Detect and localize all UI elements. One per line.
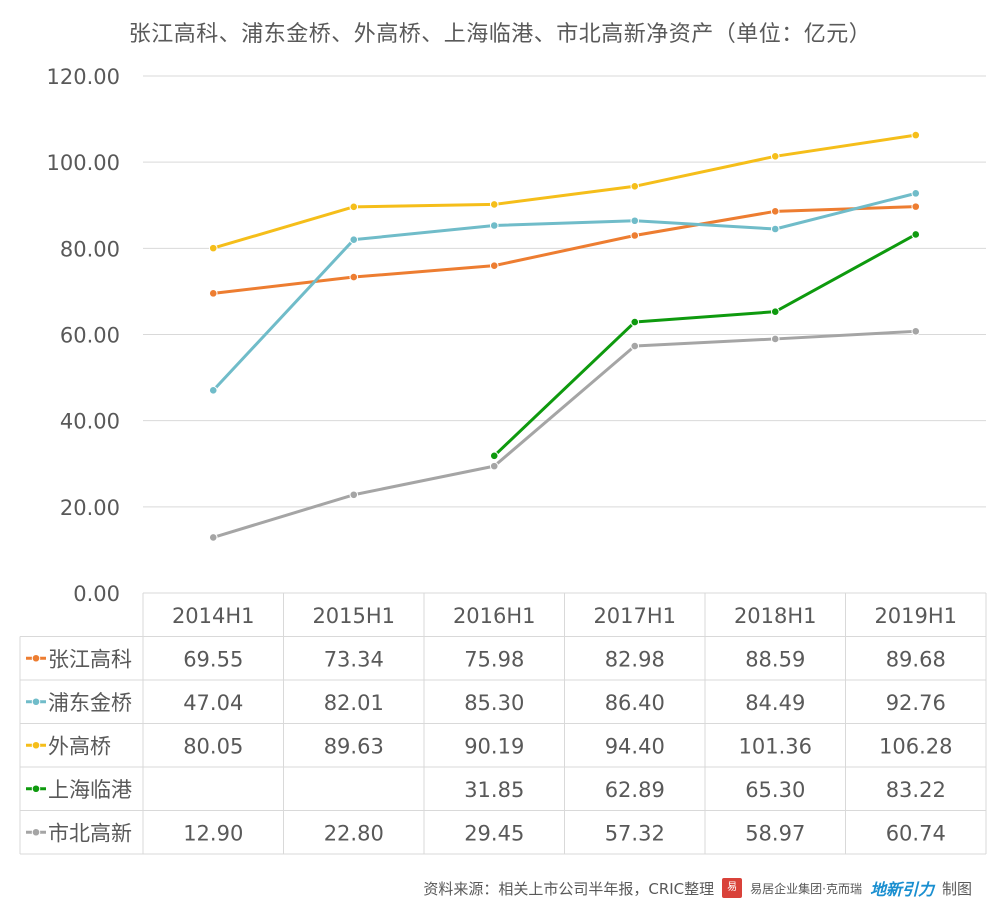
series-line xyxy=(211,329,918,539)
data-point xyxy=(630,341,640,351)
data-point xyxy=(349,490,359,500)
data-point xyxy=(208,243,218,253)
y-tick-label: 100.00 xyxy=(47,151,120,175)
x-tick-label: 2016H1 xyxy=(453,604,536,628)
data-point xyxy=(770,334,780,344)
data-label: 92.76 xyxy=(886,691,946,715)
x-tick-label: 2019H1 xyxy=(874,604,957,628)
x-tick-label: 2018H1 xyxy=(734,604,817,628)
x-tick-label: 2014H1 xyxy=(172,604,255,628)
legend-marker xyxy=(31,653,41,663)
data-label: 65.30 xyxy=(745,778,805,802)
data-point xyxy=(770,207,780,216)
cric-logo-text: 易居企业集团·克而瑞 xyxy=(750,881,862,896)
data-point xyxy=(489,451,499,461)
series-line xyxy=(211,191,918,392)
data-point xyxy=(349,235,359,244)
data-point xyxy=(489,200,499,209)
data-label: 85.30 xyxy=(464,691,524,715)
legend-label: 外高桥 xyxy=(48,734,111,758)
made-by-label: 制图 xyxy=(941,879,972,898)
data-label: 31.85 xyxy=(464,778,524,802)
legend-label: 上海临港 xyxy=(48,778,132,802)
legend-marker xyxy=(31,827,41,837)
data-label: 84.49 xyxy=(745,691,805,715)
series-line xyxy=(492,232,918,458)
data-label: 82.01 xyxy=(324,691,384,715)
data-label: 22.80 xyxy=(324,821,384,845)
data-label: 69.55 xyxy=(183,647,243,671)
data-label: 94.40 xyxy=(605,734,665,758)
legend-marker xyxy=(31,697,41,707)
data-label: 58.97 xyxy=(745,821,805,845)
series-line xyxy=(211,205,918,295)
x-tick-label: 2015H1 xyxy=(312,604,395,628)
data-point xyxy=(770,152,780,161)
data-point xyxy=(630,181,640,191)
cric-logo-icon: 易 xyxy=(722,878,743,898)
data-point xyxy=(911,202,921,211)
y-tick-label: 40.00 xyxy=(60,410,120,434)
data-label: 47.04 xyxy=(183,691,243,715)
data-label: 82.98 xyxy=(605,647,665,671)
data-point xyxy=(911,327,921,336)
legend-marker xyxy=(31,784,41,794)
data-label: 73.34 xyxy=(324,647,384,671)
data-label: 88.59 xyxy=(745,647,805,671)
data-label: 60.74 xyxy=(886,821,946,845)
data-point xyxy=(630,317,640,327)
data-point xyxy=(349,202,359,212)
data-point xyxy=(770,307,780,316)
series-line xyxy=(211,133,918,250)
data-label: 90.19 xyxy=(464,734,524,758)
data-label: 80.05 xyxy=(183,734,243,758)
data-point xyxy=(630,216,640,226)
x-tick-label: 2017H1 xyxy=(593,604,676,628)
chart-title: 张江高科、浦东金桥、外高桥、上海临港、市北高新净资产（单位：亿元） xyxy=(128,22,872,47)
legend-marker xyxy=(31,740,41,750)
footer: 资料来源：相关上市公司半年报，CRIC整理 易 易居企业集团·克而瑞 地新引力 … xyxy=(423,876,972,900)
data-label: 12.90 xyxy=(183,821,243,845)
y-tick-label: 120.00 xyxy=(47,65,120,89)
data-point xyxy=(349,272,359,282)
data-label: 83.22 xyxy=(886,778,946,802)
data-label: 101.36 xyxy=(739,734,812,758)
data-point xyxy=(489,461,499,471)
legend-label: 市北高新 xyxy=(48,821,132,845)
data-point xyxy=(489,221,499,230)
data-point xyxy=(208,386,218,395)
brand-script-logo: 地新引力 xyxy=(869,880,934,899)
y-tick-label: 0.00 xyxy=(73,582,120,606)
data-label: 89.68 xyxy=(886,647,946,671)
data-point xyxy=(489,261,499,270)
y-tick-label: 60.00 xyxy=(60,324,120,348)
data-point xyxy=(911,230,921,239)
data-point xyxy=(911,130,921,140)
legend-label: 张江高科 xyxy=(48,647,132,671)
source-note: 资料来源：相关上市公司半年报，CRIC整理 xyxy=(423,879,715,898)
chart-svg: 0.00 20.00 40.00 60.00 80.00 100.00 120.00 2014… xyxy=(19,65,987,855)
data-label: 75.98 xyxy=(464,647,524,671)
data-point xyxy=(630,231,640,240)
data-label: 57.32 xyxy=(605,821,665,845)
data-point xyxy=(770,224,780,234)
data-label: 86.40 xyxy=(605,691,665,715)
y-tick-label: 20.00 xyxy=(60,496,120,520)
data-point xyxy=(208,289,218,298)
y-tick-label: 80.00 xyxy=(60,237,120,261)
legend-label: 浦东金桥 xyxy=(48,691,132,715)
data-point xyxy=(911,189,921,198)
data-label: 89.63 xyxy=(324,734,384,758)
data-label: 62.89 xyxy=(605,778,665,802)
data-point xyxy=(208,533,218,542)
data-label: 29.45 xyxy=(464,821,524,845)
data-label: 106.28 xyxy=(879,734,952,758)
